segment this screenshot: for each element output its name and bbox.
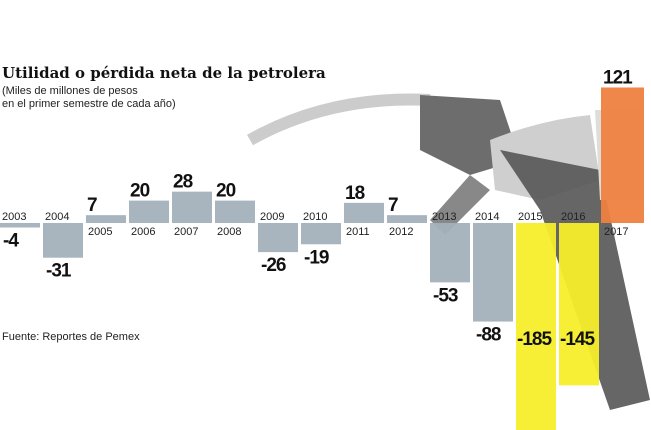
year-label-2003: 2003 [2,211,26,223]
value-label-2004: -31 [46,261,72,282]
value-label-2008: 20 [216,181,236,202]
value-label-2013: -53 [433,285,458,306]
value-label-2017: 121 [603,67,633,88]
bar-2008 [215,200,255,223]
bar-2014 [473,223,513,322]
bar-2004 [43,223,83,258]
year-label-2011: 2011 [346,226,370,238]
year-label-2014: 2014 [475,211,499,223]
year-label-2007: 2007 [174,226,198,238]
year-label-2006: 2006 [131,226,155,238]
value-label-2006: 20 [130,181,150,202]
value-label-2012: 7 [388,195,398,216]
value-label-2010: -19 [304,247,329,268]
bar-2016 [559,223,599,386]
bar-2011 [344,202,384,223]
year-label-2005: 2005 [88,226,112,238]
value-label-2014: -88 [476,325,501,346]
bar-2007 [172,191,212,223]
value-label-2011: 18 [345,183,365,204]
year-label-2012: 2012 [389,226,413,238]
bar-2009 [258,223,298,253]
year-label-2015: 2015 [518,211,542,223]
bar-2005 [86,215,126,223]
bar-2006 [129,200,169,223]
chart-subtitle: (Miles de millones de pesos en el primer… [2,85,222,111]
subtitle-line: (Miles de millones de pesos [2,85,138,97]
year-label-2010: 2010 [303,211,327,223]
year-label-2004: 2004 [45,211,69,223]
year-label-2009: 2009 [260,211,284,223]
year-label-2016: 2016 [561,211,585,223]
value-label-2005: 7 [87,195,97,216]
source-note: Fuente: Reportes de Pemex [2,331,140,343]
year-label-2017: 2017 [604,226,628,238]
bar-2012 [387,215,427,223]
value-label-2003: -4 [3,230,19,251]
chart-title: Utilidad o pérdida neta de la petrolera [2,64,326,82]
bar-2017 [601,87,644,223]
value-label-2016: -145 [560,329,595,350]
year-label-2013: 2013 [432,211,456,223]
value-label-2007: 28 [173,172,193,193]
bar-2003 [0,223,40,228]
subtitle-line: en el primer semestre de cada año) [2,98,176,110]
year-label-2008: 2008 [217,226,241,238]
bar-2013 [430,223,470,283]
bar-2015 [516,223,556,430]
bar-2010 [301,223,341,245]
value-label-2009: -26 [261,255,286,276]
value-label-2015: -185 [517,329,552,350]
